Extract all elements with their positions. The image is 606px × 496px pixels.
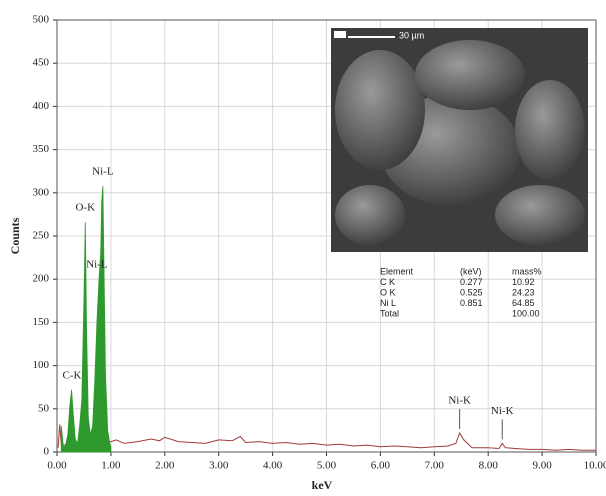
inset: 30 µm Element (keV) mass% C K 0.277 10.92 O K 0…: [331, 28, 588, 318]
composition-table: Element (keV) mass% C K 0.277 10.92 O K 0.525 24…: [380, 266, 542, 318]
annotation: Ni-K: [448, 395, 471, 407]
table-cell: O K: [380, 287, 396, 297]
y-tick-label: 400: [33, 100, 50, 112]
y-tick-label: 300: [33, 186, 50, 198]
x-tick-label: 2.00: [155, 460, 175, 472]
x-tick-label: 9.00: [532, 460, 552, 472]
annotation: C-K: [62, 369, 81, 381]
y-tick-label: 50: [38, 402, 50, 414]
x-tick-label: 4.00: [263, 460, 283, 472]
x-tick-label: 3.00: [209, 460, 229, 472]
y-tick-label: 0: [44, 446, 50, 458]
table-cell: 0.525: [460, 287, 483, 297]
particle: [495, 185, 585, 245]
table-header: (keV): [460, 266, 482, 276]
table-cell: C K: [380, 277, 395, 287]
chart: keV Counts 0 50 100 150 200 250 300 350 400 450 50…: [0, 0, 606, 496]
table-cell: Total: [380, 308, 399, 318]
y-tick-label: 100: [33, 359, 50, 371]
y-tick-label: 350: [33, 143, 50, 155]
particle: [415, 40, 525, 110]
particle: [335, 185, 405, 245]
y-tick-label: 450: [33, 57, 50, 69]
table-cell: 0.851: [460, 298, 483, 308]
table-header: Element: [380, 266, 414, 276]
annotation: O-K: [76, 202, 96, 214]
particle: [335, 50, 425, 170]
x-tick-label: 6.00: [371, 460, 391, 472]
x-tick-label: 1.00: [101, 460, 121, 472]
annotation: Ni-K: [491, 405, 514, 417]
table-cell: 10.92: [512, 277, 535, 287]
table-header: mass%: [512, 266, 542, 276]
annotation: Ni-L: [92, 165, 114, 177]
table-cell: Ni L: [380, 298, 396, 308]
y-tick-label: 250: [33, 230, 50, 242]
spectrum-area: [61, 186, 111, 452]
x-axis-label: keV: [312, 478, 333, 492]
x-tick-label: 5.00: [317, 460, 337, 472]
y-tick-label: 500: [33, 14, 50, 26]
table-cell: 24.23: [512, 287, 535, 297]
spectrum-line: [58, 424, 596, 450]
y-tick-label: 150: [33, 316, 50, 328]
scale-bar-label: 30 µm: [399, 30, 424, 40]
y-axis-label: Counts: [8, 217, 22, 254]
page: {"chart_data": {"type": "line", "xlabel"…: [0, 0, 606, 496]
table-cell: 100.00: [512, 308, 540, 318]
annotation: Ni-L: [86, 259, 108, 271]
scale-mark: [334, 31, 346, 38]
x-tick-label: 7.00: [425, 460, 445, 472]
x-tick-label: 8.00: [479, 460, 499, 472]
x-tick-label: 10.00: [584, 460, 606, 472]
table-cell: 0.277: [460, 277, 483, 287]
table-cell: 64.85: [512, 298, 535, 308]
x-tick-label: 0.00: [47, 460, 67, 472]
particle: [515, 80, 585, 180]
y-tick-label: 200: [33, 273, 50, 285]
